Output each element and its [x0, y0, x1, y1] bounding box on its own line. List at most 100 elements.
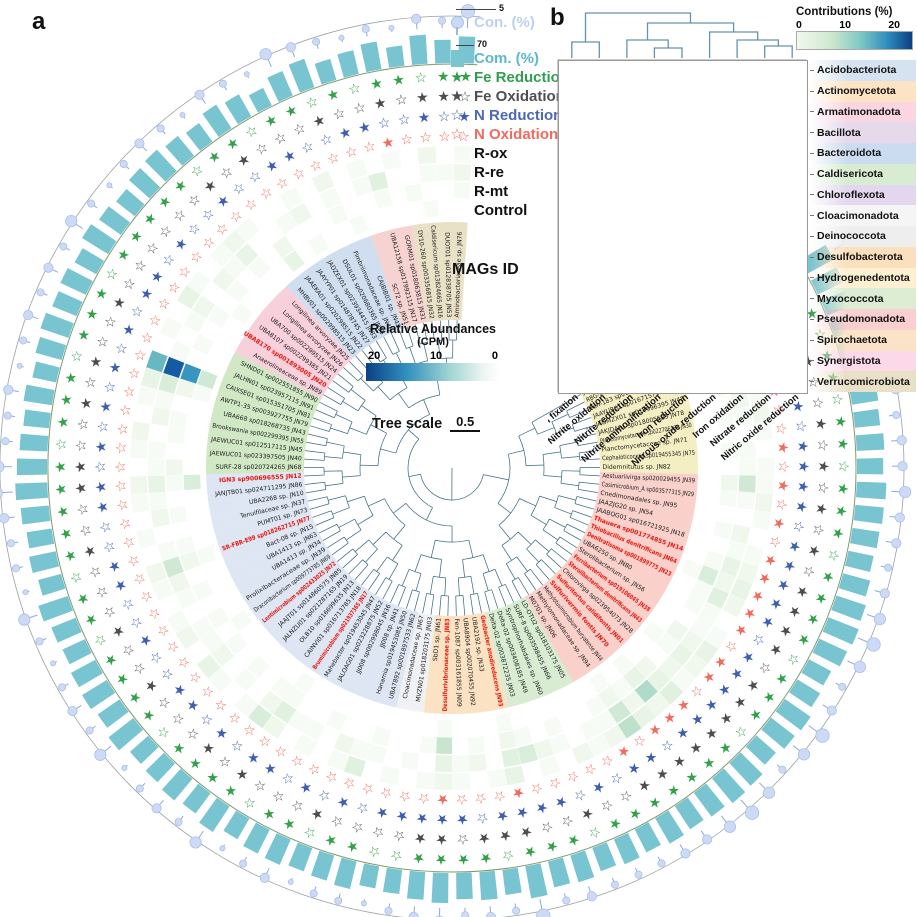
filled-star: ★	[727, 664, 747, 684]
filled-star: ★	[477, 830, 491, 847]
filled-star: ★	[232, 765, 251, 785]
phylum-row-label: Deinococcota	[810, 226, 916, 247]
abundance-heat-cell	[279, 186, 303, 211]
contribution-bubble	[610, 880, 619, 889]
abundance-heat-cell	[185, 565, 207, 587]
abundance-heat-cell	[169, 340, 191, 363]
abundance-heat-cell	[715, 410, 735, 429]
contribution-bubble	[179, 111, 186, 118]
filled-star: ★	[702, 724, 722, 744]
abundance-heat-cell	[151, 508, 171, 528]
abundance-heat-cell	[234, 692, 259, 717]
abundance-heat-cell	[399, 147, 419, 167]
legend-label: Control	[474, 202, 528, 219]
abundance-heat-cell	[177, 285, 201, 310]
filled-star: ★	[776, 622, 796, 640]
abundance-heat-cell	[262, 715, 287, 739]
community-bar	[382, 867, 403, 895]
filled-star: ★	[673, 723, 693, 743]
abundance-heat-cell	[734, 507, 754, 528]
abundance-heat-cell	[157, 540, 179, 562]
abundance-heat-cell	[533, 738, 555, 760]
abundance-heat-cell	[186, 640, 210, 665]
abundance-heat-cell	[469, 771, 489, 790]
contribution-bubble	[838, 682, 847, 691]
open-star: ☆	[529, 780, 545, 799]
phylum-wedge	[256, 558, 341, 629]
filled-star: ★	[262, 156, 281, 176]
open-star: ☆	[100, 539, 118, 555]
phylum-row-label: Bacteroidota	[810, 143, 916, 164]
abundance-heat-cell	[543, 716, 564, 738]
row-tick	[810, 339, 814, 341]
community-bar	[360, 41, 382, 73]
contribution-bubble	[1, 437, 10, 446]
filled-star: ★	[437, 88, 450, 104]
abundance-heat-cell	[297, 694, 320, 717]
abundance-heat-cell	[754, 493, 773, 513]
phylum-wedge	[344, 240, 396, 335]
filled-star: ★	[565, 831, 582, 850]
legend-row-com: Com. (%)	[446, 49, 566, 68]
abundance-heat-cell	[317, 726, 340, 748]
row-tick	[810, 215, 814, 217]
phylum-wedge	[558, 564, 639, 640]
abundance-heat-cell	[452, 772, 471, 790]
legend-row-r-re: R-re	[446, 163, 566, 182]
contribution-bubble	[218, 79, 227, 88]
open-star: ☆	[112, 461, 128, 474]
abundance-heat-cell	[528, 721, 549, 743]
community-bar	[82, 679, 116, 710]
open-star: ☆	[112, 479, 129, 492]
abundance-heat-cell	[149, 492, 168, 511]
open-star: ☆	[438, 128, 451, 144]
abundance-heat-cell	[756, 475, 774, 495]
abundance-heat-cell	[521, 761, 543, 782]
contribution-bubble	[50, 660, 56, 667]
abundance-heat-cell	[388, 185, 408, 206]
abundance-heat-cell	[327, 204, 349, 226]
filled-star: ★	[795, 440, 812, 454]
filled-star: ★	[804, 611, 824, 629]
abundance-heat-cell	[695, 517, 716, 536]
phylum-name: Cloacimonadota	[817, 209, 899, 222]
open-star: ☆	[323, 768, 341, 787]
contribution-bubble	[189, 836, 202, 849]
filled-star: ★	[833, 504, 850, 518]
abundance-heat-cell	[730, 578, 753, 601]
phylum-row-label: Verrucomicrobiota	[810, 371, 916, 392]
open-star: ☆	[331, 104, 348, 123]
abundance-heat-cell	[236, 267, 260, 291]
contribution-bubble	[0, 460, 5, 473]
contribution-bubble	[174, 818, 183, 827]
contribution-bubble	[312, 37, 321, 46]
abundance-title: Relative Abundances	[370, 322, 496, 336]
abundance-heat-cell	[272, 235, 295, 259]
abundance-heat-cell	[153, 524, 174, 545]
contribution-bubble	[22, 589, 29, 596]
abundance-heat-cell	[180, 363, 202, 384]
abundance-heat-cell	[289, 202, 312, 226]
filled-star: ★	[147, 267, 167, 286]
abundance-heat-cell	[736, 423, 755, 442]
abundance-heat-cell	[694, 639, 719, 664]
abundance-heat-cell	[130, 439, 148, 459]
filled-star: ★	[812, 590, 831, 607]
contribution-bubble	[35, 637, 44, 646]
abundance-heat-cell	[283, 250, 305, 273]
abundance-heat-cell	[691, 531, 712, 550]
abundance-heat-cell	[214, 585, 236, 607]
open-star: ☆	[240, 793, 259, 813]
open-star: ☆	[457, 128, 470, 144]
abundance-heat-cell	[233, 668, 258, 692]
community-bar	[32, 361, 60, 383]
abundance-colorbar: Relative Abundances (CPM) 20 10 0	[366, 322, 500, 381]
open-star: ☆	[305, 760, 323, 780]
abundance-heat-cell	[690, 579, 713, 601]
filled-star: ★	[112, 670, 132, 689]
abundance-heat-cell	[385, 168, 405, 188]
filled-star: ★	[774, 577, 793, 594]
abundance-heat-cell	[697, 565, 719, 586]
open-star: ☆	[458, 88, 471, 104]
community-bar	[97, 699, 129, 728]
